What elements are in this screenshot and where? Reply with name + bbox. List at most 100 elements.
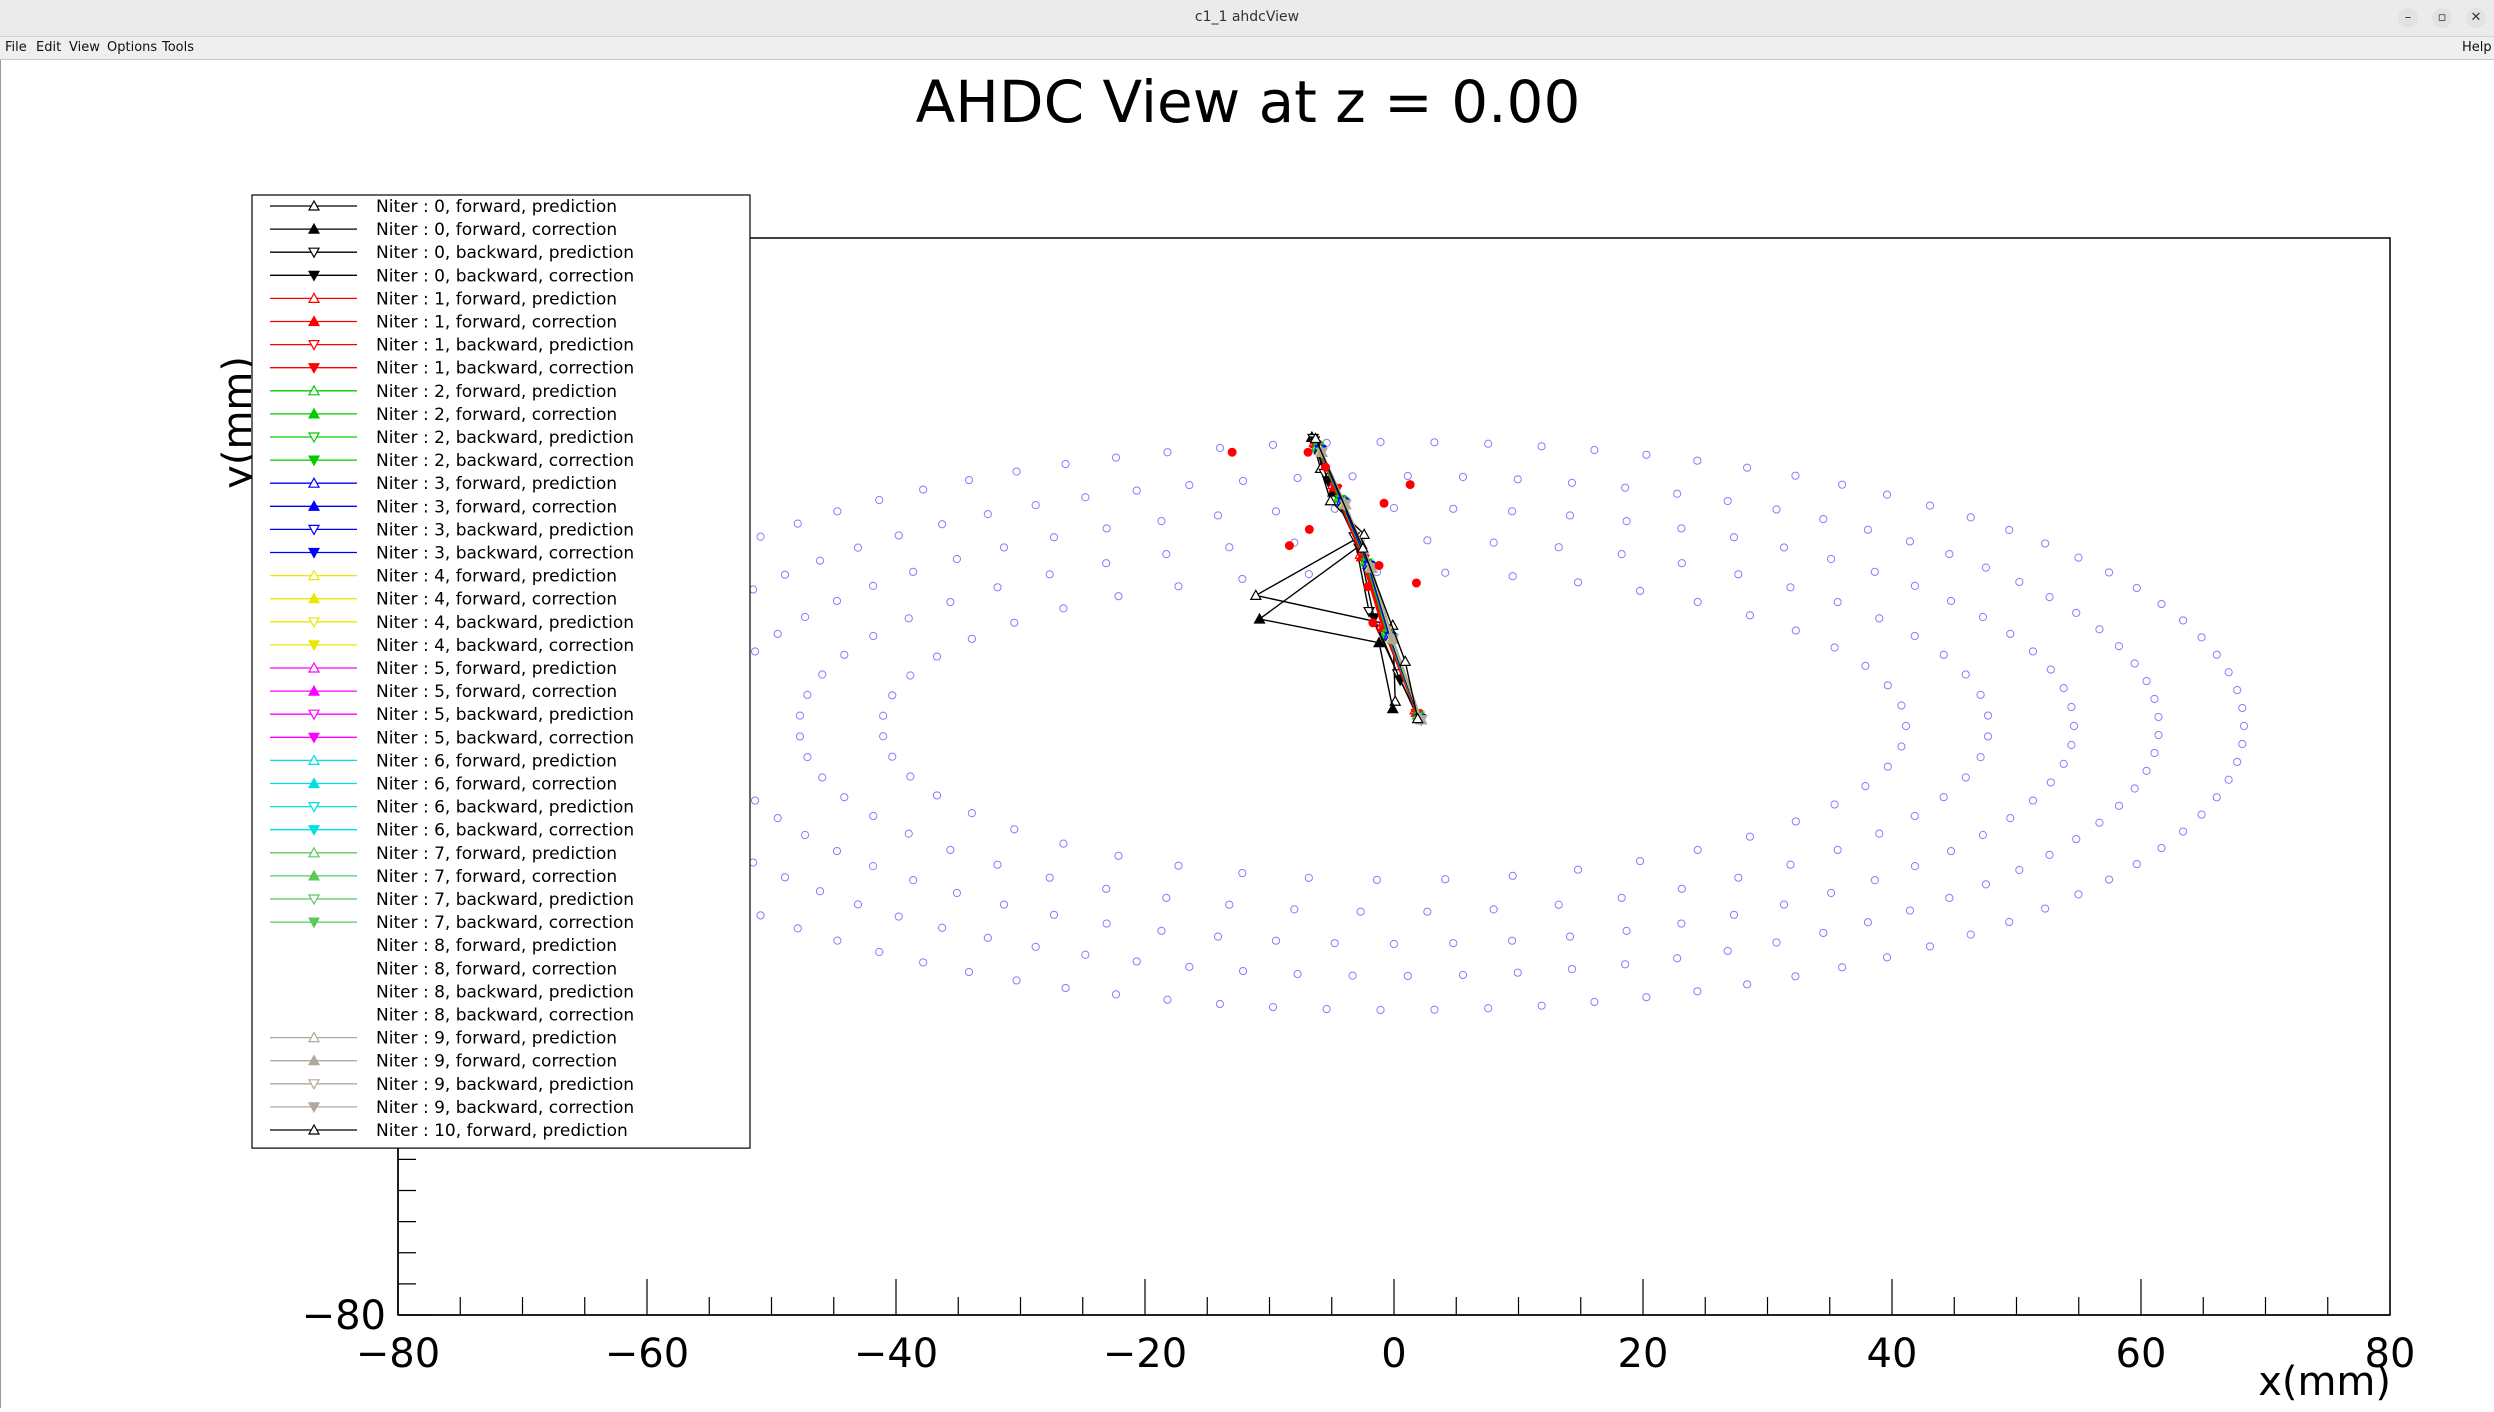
menu-options[interactable]: Options [107,40,158,55]
wire-marker [1870,876,1879,885]
wire-marker [773,629,782,638]
wire-marker [1772,938,1781,947]
legend-box [251,194,751,1149]
maximize-button[interactable]: ▫ [2432,8,2452,28]
track-marker [307,1031,321,1043]
wire-marker [1389,939,1399,949]
wire-marker [1484,1004,1493,1013]
wire-marker [1163,995,1172,1004]
legend-entry: Niter : 9, backward, correction [376,1098,634,1118]
wire-marker [983,510,992,519]
track-marker [1324,494,1337,506]
wire-marker [1010,618,1019,627]
minimize-button[interactable]: – [2398,8,2418,28]
wire-marker [2233,757,2242,767]
wire-marker [801,830,810,840]
wire-marker [1489,905,1498,914]
legend-entry: Niter : 7, forward, correction [376,867,617,887]
wire-marker [1441,568,1450,577]
wire-marker [1489,538,1498,547]
wire-marker [1945,549,1954,559]
wire-marker [2005,917,2014,927]
plot-canvas[interactable]: AHDC View at z = 0.00 −80 −60 −40 −20 0 20 40 6… [0,60,2494,1408]
wire-marker [1163,448,1172,457]
wire-marker [1897,701,1906,710]
wire-marker [1268,1003,1278,1012]
wire-marker [1508,871,1517,880]
wire-marker [2045,850,2054,859]
wire-marker [1673,954,1682,963]
y-tick-label: −80 [302,1293,386,1339]
wire-marker [2233,685,2242,695]
wire-marker [1882,953,1892,962]
legend-entry: Niter : 3, backward, prediction [376,520,634,540]
wire-marker [840,650,849,659]
wire-marker [1238,574,1247,584]
wire-marker [888,752,897,761]
wire-marker [1910,581,1920,590]
track-marker [307,247,321,259]
menu-tools[interactable]: Tools [162,40,195,55]
wire-marker [1791,626,1800,635]
wire-marker [868,862,878,871]
wire-marker [909,567,918,576]
wire-marker [2142,677,2151,686]
wire-marker [1745,832,1755,841]
wire-marker [1642,993,1651,1002]
track-marker [307,1102,321,1114]
legend-entry: Niter : 2, forward, prediction [376,382,617,402]
wire-marker [1403,471,1412,481]
wire-marker [2212,650,2221,659]
wire-marker [869,631,878,641]
hit-point [1368,618,1378,628]
legend-entry: Niter : 9, backward, prediction [376,1075,634,1095]
wire-marker [1573,578,1583,587]
wire-marker [1213,932,1223,941]
wire-marker [750,796,760,805]
wire-marker [1059,604,1068,613]
hit-point [1363,582,1373,592]
track-marker [1309,432,1322,444]
wire-marker [833,936,842,945]
wire-marker [1238,966,1248,976]
wire-marker [919,485,928,494]
close-button[interactable]: ✕ [2466,8,2486,28]
menu-file[interactable]: File [5,40,27,55]
wire-marker [2157,599,2166,609]
wire-marker [2041,539,2050,548]
legend-entry: Niter : 3, forward, correction [376,497,617,517]
wire-marker [2028,647,2038,656]
wire-marker [773,814,782,823]
legend-entry: Niter : 0, forward, correction [376,220,617,240]
wire-marker [909,876,918,885]
menu-help[interactable]: Help [2462,40,2492,55]
wire-marker [1961,670,1970,679]
wire-marker [1621,483,1630,492]
wire-marker [1507,507,1517,516]
track-marker [307,801,321,813]
legend-entry: Niter : 9, forward, correction [376,1052,617,1072]
track-marker [307,407,321,419]
track-marker [1386,634,1399,646]
wire-marker [1905,537,1915,546]
wire-marker [2067,702,2076,712]
legend-entry: Niter : 0, forward, prediction [376,197,617,217]
wire-marker [2069,721,2079,731]
wire-marker [749,585,758,594]
wire-marker [1213,511,1223,520]
wire-marker [1185,481,1194,490]
wire-marker [1870,567,1879,576]
wire-marker [2095,625,2104,634]
wire-marker [2197,810,2206,819]
track-marker [307,476,321,488]
menu-edit[interactable]: Edit [36,40,62,55]
wire-marker [1925,942,1935,951]
menu-view[interactable]: View [69,40,100,55]
wire-marker [2179,827,2188,836]
wire-marker [2045,593,2054,602]
wire-marker [1031,501,1040,510]
legend-entry: Niter : 3, forward, prediction [376,474,617,494]
wire-marker [868,581,878,590]
wire-marker [967,634,976,643]
wire-marker [1045,873,1054,882]
